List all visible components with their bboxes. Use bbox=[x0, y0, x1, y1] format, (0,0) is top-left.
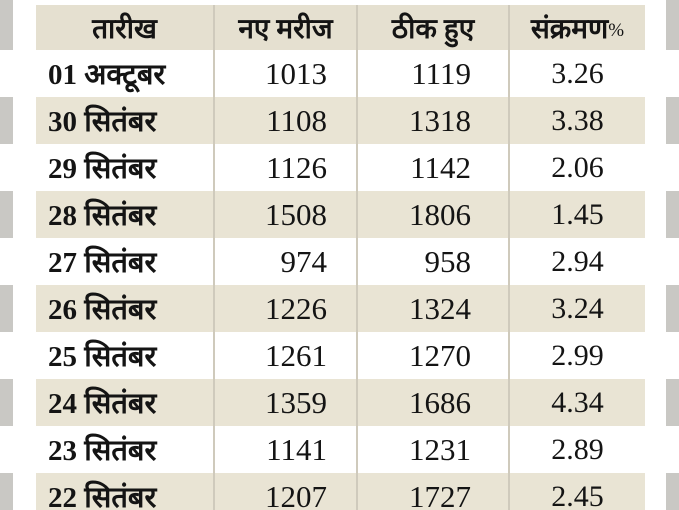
infection-rate-cell: 2.89 bbox=[508, 426, 645, 473]
new-cases-cell: 1013 bbox=[213, 50, 356, 97]
infection-rate-cell: 2.45 bbox=[508, 473, 645, 510]
edge-artifact bbox=[666, 332, 679, 379]
recovered-cell: 1318 bbox=[356, 97, 508, 144]
new-cases-cell: 1359 bbox=[213, 379, 356, 426]
edge-artifact bbox=[0, 426, 13, 473]
infection-rate-cell: 3.24 bbox=[508, 285, 645, 332]
edge-artifact bbox=[666, 238, 679, 285]
infection-rate-cell: 1.45 bbox=[508, 191, 645, 238]
new-cases-cell: 1508 bbox=[213, 191, 356, 238]
edge-artifact bbox=[0, 97, 13, 144]
infection-rate-cell: 4.34 bbox=[508, 379, 645, 426]
date-cell: 30 सितंबर bbox=[48, 106, 157, 138]
recovered-cell: 1686 bbox=[356, 379, 508, 426]
table-row: 22 सितंबर 1207 1727 2.45 bbox=[0, 473, 679, 510]
new-cases-cell: 1226 bbox=[213, 285, 356, 332]
edge-artifact bbox=[0, 285, 13, 332]
table-row: 23 सितंबर 1141 1231 2.89 bbox=[0, 426, 679, 473]
edge-artifact bbox=[666, 379, 679, 426]
edge-artifact bbox=[666, 0, 679, 50]
recovered-cell: 1119 bbox=[356, 50, 508, 97]
edge-artifact bbox=[0, 238, 13, 285]
table-row: 30 सितंबर 1108 1318 3.38 bbox=[0, 97, 679, 144]
edge-artifact bbox=[0, 0, 13, 50]
recovered-cell: 958 bbox=[356, 238, 508, 285]
recovered-cell: 1806 bbox=[356, 191, 508, 238]
new-cases-cell: 1261 bbox=[213, 332, 356, 379]
edge-artifact bbox=[0, 191, 13, 238]
infection-rate-cell: 3.38 bbox=[508, 97, 645, 144]
date-cell: 22 सितंबर bbox=[48, 482, 157, 510]
date-cell: 24 सितंबर bbox=[48, 388, 157, 420]
table-row: 29 सितंबर 1126 1142 2.06 bbox=[0, 144, 679, 191]
table-row: 28 सितंबर 1508 1806 1.45 bbox=[0, 191, 679, 238]
date-cell: 28 सितंबर bbox=[48, 200, 157, 232]
left-margin bbox=[13, 0, 36, 50]
percent-suffix: % bbox=[608, 19, 625, 41]
edge-artifact bbox=[0, 473, 13, 510]
column-header-new-cases: नए मरीज bbox=[213, 5, 356, 50]
table-header-row: तारीख नए मरीज ठीक हुए संक्रमण% bbox=[0, 0, 679, 50]
infection-rate-cell: 2.99 bbox=[508, 332, 645, 379]
recovered-cell: 1324 bbox=[356, 285, 508, 332]
recovered-cell: 1270 bbox=[356, 332, 508, 379]
date-cell: 23 सितंबर bbox=[48, 435, 157, 467]
edge-artifact bbox=[0, 50, 13, 97]
recovered-cell: 1231 bbox=[356, 426, 508, 473]
table-row: 24 सितंबर 1359 1686 4.34 bbox=[0, 379, 679, 426]
right-margin bbox=[645, 0, 666, 50]
date-cell: 26 सितंबर bbox=[48, 294, 157, 326]
infection-label: संक्रमण bbox=[530, 13, 609, 45]
table-row: 01 अक्टूबर 1013 1119 3.26 bbox=[0, 50, 679, 97]
column-header-recovered: ठीक हुए bbox=[356, 5, 508, 50]
new-cases-cell: 1108 bbox=[213, 97, 356, 144]
new-cases-cell: 1126 bbox=[213, 144, 356, 191]
edge-artifact bbox=[666, 50, 679, 97]
table-row: 25 सितंबर 1261 1270 2.99 bbox=[0, 332, 679, 379]
new-cases-cell: 1207 bbox=[213, 473, 356, 510]
date-cell: 27 सितंबर bbox=[48, 247, 157, 279]
edge-artifact bbox=[666, 97, 679, 144]
table-row: 27 सितंबर 974 958 2.94 bbox=[0, 238, 679, 285]
infection-rate-cell: 2.06 bbox=[508, 144, 645, 191]
date-cell: 29 सितंबर bbox=[48, 153, 157, 185]
table-row: 26 सितंबर 1226 1324 3.24 bbox=[0, 285, 679, 332]
date-cell: 25 सितंबर bbox=[48, 341, 157, 373]
edge-artifact bbox=[666, 285, 679, 332]
recovered-cell: 1727 bbox=[356, 473, 508, 510]
column-header-date: तारीख bbox=[92, 13, 157, 45]
column-header-infection-rate: संक्रमण% bbox=[508, 5, 645, 50]
infection-rate-cell: 2.94 bbox=[508, 238, 645, 285]
edge-artifact bbox=[666, 191, 679, 238]
edge-artifact bbox=[666, 426, 679, 473]
new-cases-cell: 1141 bbox=[213, 426, 356, 473]
infection-rate-cell: 3.26 bbox=[508, 50, 645, 97]
edge-artifact bbox=[0, 379, 13, 426]
edge-artifact bbox=[666, 144, 679, 191]
new-cases-cell: 974 bbox=[213, 238, 356, 285]
edge-artifact bbox=[0, 332, 13, 379]
date-cell: 01 अक्टूबर bbox=[48, 59, 166, 91]
edge-artifact bbox=[0, 144, 13, 191]
edge-artifact bbox=[666, 473, 679, 510]
recovered-cell: 1142 bbox=[356, 144, 508, 191]
